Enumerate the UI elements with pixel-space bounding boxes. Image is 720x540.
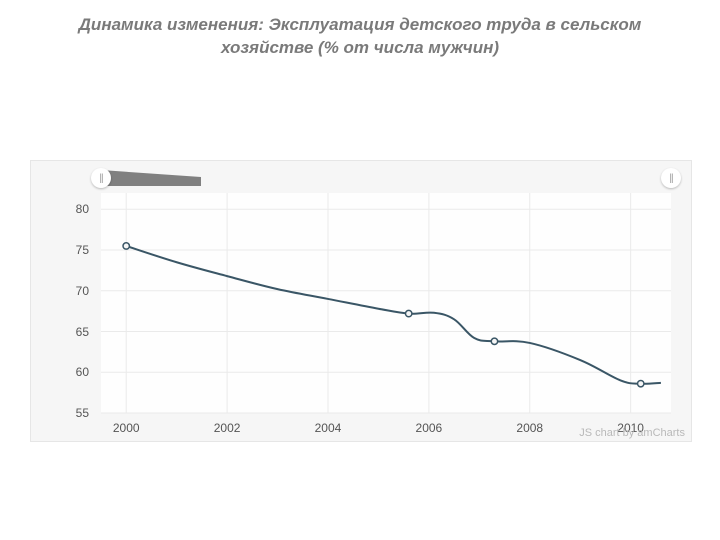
chart-panel: || || 556065707580 200020022004200620082… (30, 160, 692, 442)
x-tick-label: 2004 (315, 421, 342, 435)
y-tick-label: 80 (76, 202, 89, 216)
y-tick-label: 65 (76, 325, 89, 339)
y-tick-label: 75 (76, 243, 89, 257)
data-line (101, 193, 671, 413)
y-tick-label: 70 (76, 284, 89, 298)
x-tick-label: 2000 (113, 421, 140, 435)
y-tick-label: 55 (76, 406, 89, 420)
x-tick-label: 2002 (214, 421, 241, 435)
scroller-handle-left[interactable]: || (91, 168, 111, 188)
x-tick-label: 2008 (516, 421, 543, 435)
plot-area (101, 193, 671, 413)
scroller-handle-right[interactable]: || (661, 168, 681, 188)
y-tick-label: 60 (76, 365, 89, 379)
y-axis: 556065707580 (31, 193, 97, 413)
chart-credit: JS chart by amCharts (579, 427, 685, 439)
slide: Динамика изменения: Эксплуатация детског… (0, 0, 720, 540)
x-tick-label: 2006 (416, 421, 443, 435)
scroller-band (101, 170, 201, 186)
chart-title: Динамика изменения: Эксплуатация детског… (40, 14, 680, 60)
time-scroller: || || (101, 167, 671, 189)
